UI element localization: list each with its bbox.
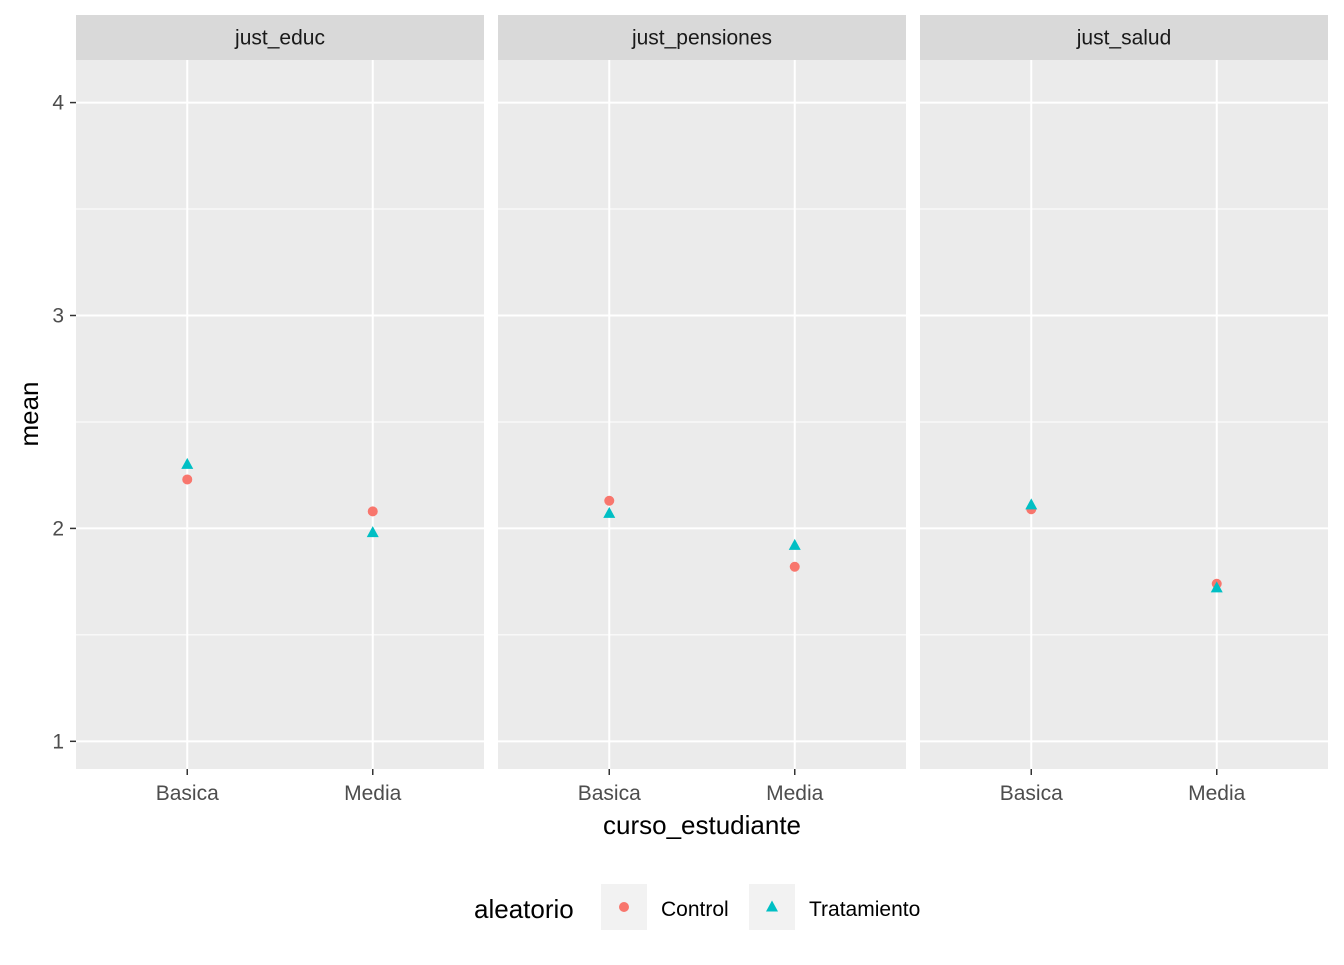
- facet-panel-just_salud: just_salud Basica Media: [920, 15, 1328, 805]
- facet-strip-label: just_salud: [1076, 27, 1172, 50]
- facet-strip-label: just_educ: [234, 27, 325, 50]
- x-tick-label: Basica: [156, 782, 219, 805]
- facet-strip: [920, 15, 1328, 60]
- facet-strip: [76, 15, 484, 60]
- point-tratamiento-just_educ-basica: [181, 457, 194, 469]
- point-control-just_educ-basica: [182, 474, 193, 485]
- legend: aleatorio Control Tratamiento: [474, 884, 920, 930]
- x-tick-label: Basica: [1000, 782, 1063, 805]
- legend-label-tratamiento: Tratamiento: [809, 898, 920, 921]
- y-tick-label: 1: [52, 730, 64, 753]
- facet-strip: [498, 15, 906, 60]
- point-tratamiento-just_pensiones-basica: [603, 506, 616, 518]
- x-axis-title: curso_estudiante: [603, 810, 801, 840]
- legend-label-control: Control: [661, 898, 729, 921]
- point-tratamiento-just_pensiones-media: [788, 538, 801, 550]
- point-control-just_pensiones-media: [789, 561, 800, 572]
- panel-background: [498, 60, 906, 769]
- y-axis-title: mean: [14, 381, 44, 446]
- point-control-just_educ-media: [367, 506, 378, 517]
- panels-layer: just_educ Basica Media just_pensiones Basica…: [76, 15, 1328, 805]
- y-axis: 1 2 3 4: [52, 92, 76, 753]
- y-tick-label: 2: [52, 517, 64, 540]
- x-tick-label: Media: [344, 782, 402, 805]
- point-tratamiento-just_salud-basica: [1025, 498, 1038, 510]
- x-tick-label: Media: [1188, 782, 1246, 805]
- y-tick-label: 3: [52, 304, 64, 327]
- legend-symbol-tratamiento: [766, 900, 778, 912]
- facet-strip-label: just_pensiones: [631, 27, 772, 50]
- legend-title: aleatorio: [474, 894, 574, 924]
- x-tick-label: Media: [766, 782, 824, 805]
- point-control-just_pensiones-basica: [604, 495, 615, 506]
- panel-background: [76, 60, 484, 769]
- y-tick-label: 4: [52, 92, 64, 115]
- facet-panel-just_pensiones: just_pensiones Basica Media: [498, 15, 906, 805]
- point-tratamiento-just_salud-media: [1210, 581, 1223, 593]
- point-tratamiento-just_educ-media: [366, 526, 379, 538]
- facet-panel-just_educ: just_educ Basica Media: [76, 15, 484, 805]
- panel-background: [920, 60, 1328, 769]
- legend-symbol-control: [619, 902, 629, 912]
- x-tick-label: Basica: [578, 782, 641, 805]
